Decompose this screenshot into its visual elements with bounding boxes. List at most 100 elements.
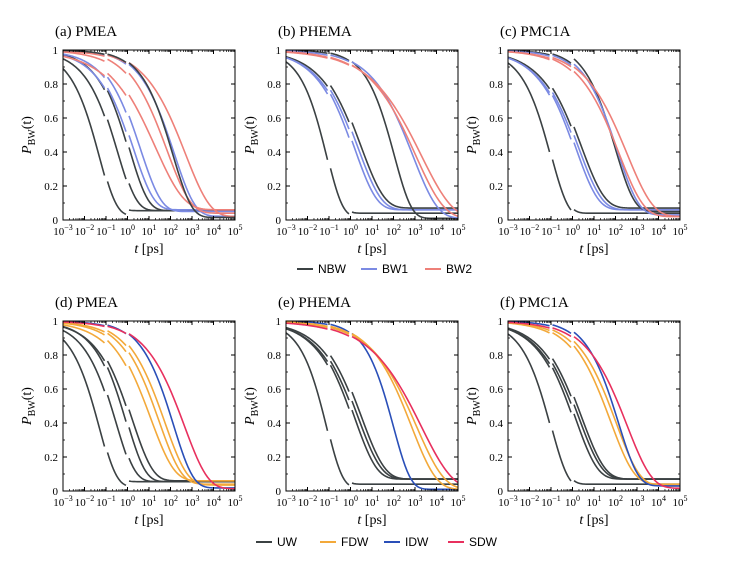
series-line-idw xyxy=(351,332,458,491)
x-tick-label: 10−1 xyxy=(541,494,561,509)
y-tick-label: 0.4 xyxy=(267,418,281,430)
series-line-uw xyxy=(508,327,551,360)
series-line-uw xyxy=(63,326,106,362)
panel-2: (c) PMC1A 0 0.2 0.4 0.6 0.8 1 10−3 10−2 10−1 100 10… xyxy=(465,24,688,257)
plot-frame xyxy=(285,49,459,221)
panel-title: (a) PMEA xyxy=(55,24,117,40)
series-line-bw2 xyxy=(330,57,350,66)
x-tick-label: 100 xyxy=(343,223,358,238)
x-tick-label: 105 xyxy=(228,223,243,238)
series-line-uw xyxy=(286,332,329,431)
series-line-nbw xyxy=(573,58,680,213)
x-tick-label: 104 xyxy=(206,494,221,509)
x-tick-label: 102 xyxy=(163,494,178,509)
plot-frame xyxy=(62,320,236,492)
x-tick-label: 102 xyxy=(608,494,623,509)
series-line-bw1 xyxy=(286,50,328,56)
series-line-bw2 xyxy=(128,94,235,211)
y-tick-label: 0.8 xyxy=(267,79,281,91)
series-line-idw xyxy=(330,323,350,333)
series-line-nbw xyxy=(330,52,350,62)
series-line-uw xyxy=(351,391,458,480)
x-tick-label: 10−3 xyxy=(498,223,518,238)
series-line-uw xyxy=(106,367,127,422)
y-tick-label: 0 xyxy=(276,486,282,498)
x-tick-label: 105 xyxy=(673,223,688,238)
x-tick-label: 10−2 xyxy=(520,223,540,238)
series-line-nbw xyxy=(286,56,329,87)
x-tick-label: 101 xyxy=(365,223,380,238)
series-line-fdw xyxy=(330,326,350,335)
series-line-uw xyxy=(63,329,106,392)
y-tick-label: 0 xyxy=(498,486,504,498)
series-line-nbw xyxy=(508,56,551,90)
x-tick-label: 100 xyxy=(343,494,358,509)
series-line-sdw xyxy=(552,327,572,338)
panel-5: (f) PMC1A 0 0.2 0.4 0.6 0.8 1 10−3 10−2 10−1 100 10… xyxy=(465,295,688,528)
y-axis-label: PBW(t) xyxy=(465,387,483,426)
y-axis-label: PBW(t) xyxy=(20,387,38,426)
x-tick-label: 10−2 xyxy=(298,494,318,509)
x-tick-label: 101 xyxy=(142,223,157,238)
series-line-uw xyxy=(286,327,329,362)
x-tick-label: 10−1 xyxy=(541,223,561,238)
y-tick-label: 0.2 xyxy=(44,181,58,193)
x-tick-label: 105 xyxy=(228,494,243,509)
legend-label: BW2 xyxy=(446,262,472,276)
x-tick-label: 10−3 xyxy=(498,494,518,509)
series-line-uw xyxy=(329,355,350,392)
series-line-nbw xyxy=(63,68,106,176)
x-axis-label: t [ps] xyxy=(134,513,163,528)
series-line-nbw xyxy=(106,181,127,216)
series-line-sdw xyxy=(330,328,350,337)
series-line-uw xyxy=(106,452,127,487)
y-tick-label: 0.8 xyxy=(489,79,503,91)
x-tick-label: 104 xyxy=(206,223,221,238)
x-tick-label: 103 xyxy=(630,494,645,509)
series-line-bw2 xyxy=(107,58,127,74)
series-line-bw1 xyxy=(573,63,680,216)
series-line-bw1 xyxy=(106,76,127,113)
x-tick-label: 10−2 xyxy=(298,223,318,238)
series-line-bw2 xyxy=(63,51,105,62)
y-tick-label: 1 xyxy=(498,45,504,57)
panel-3: (d) PMEA 0 0.2 0.4 0.6 0.8 1 10−3 10−2 10−1 100 101… xyxy=(20,295,243,528)
series-line-fdw xyxy=(351,333,458,489)
x-tick-label: 100 xyxy=(120,223,135,238)
series-line-idw xyxy=(552,324,572,335)
panel-title: (f) PMC1A xyxy=(500,295,569,311)
series-line-fdw xyxy=(552,332,572,349)
y-tick-label: 1 xyxy=(53,316,59,328)
x-tick-label: 10−3 xyxy=(276,494,296,509)
y-tick-label: 0.4 xyxy=(44,418,58,430)
x-tick-label: 104 xyxy=(429,494,444,509)
series-line-fdw xyxy=(330,325,350,334)
y-tick-label: 0.4 xyxy=(489,147,503,159)
y-tick-label: 0.8 xyxy=(489,350,503,362)
series-line-bw2 xyxy=(128,72,235,214)
y-tick-label: 0.6 xyxy=(489,384,503,396)
x-tick-label: 103 xyxy=(185,494,200,509)
y-tick-label: 0.4 xyxy=(44,147,58,159)
series-line-sdw xyxy=(351,335,458,484)
series-line-nbw xyxy=(63,58,106,117)
series-line-nbw xyxy=(573,126,680,209)
series-line-bw1 xyxy=(508,50,550,57)
y-tick-label: 0 xyxy=(276,215,282,227)
x-tick-label: 10−2 xyxy=(75,494,95,509)
y-tick-label: 1 xyxy=(276,316,282,328)
series-line-idw xyxy=(128,333,235,489)
legend-label: SDW xyxy=(469,535,498,549)
x-tick-label: 101 xyxy=(587,494,602,509)
series-line-sdw xyxy=(508,321,550,329)
series-line-bw2 xyxy=(552,58,572,72)
series-line-bw2 xyxy=(63,50,105,57)
y-tick-label: 1 xyxy=(498,316,504,328)
series-line-nbw xyxy=(508,62,551,153)
x-tick-label: 100 xyxy=(565,494,580,509)
series-line-sdw xyxy=(107,325,127,335)
series-line-uw xyxy=(106,360,127,407)
series-line-nbw xyxy=(286,61,329,160)
x-tick-label: 10−1 xyxy=(96,494,116,509)
x-tick-label: 105 xyxy=(451,223,466,238)
